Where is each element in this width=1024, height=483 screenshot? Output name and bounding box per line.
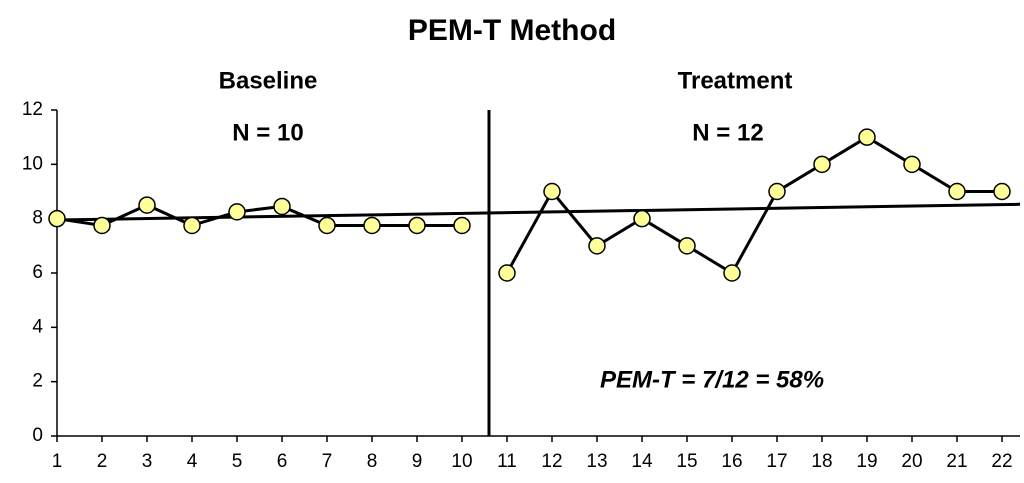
series-line xyxy=(56,203,462,228)
y-tick-label: 2 xyxy=(32,371,43,392)
y-tick-label: 10 xyxy=(22,153,43,174)
series-line xyxy=(505,135,1002,276)
x-tick-label: 1 xyxy=(52,451,63,472)
marker xyxy=(723,264,741,282)
phase-label: Treatment xyxy=(678,67,793,94)
chart-title: PEM-T Method xyxy=(408,14,616,47)
x-tick-label: 17 xyxy=(766,451,787,472)
marker xyxy=(453,216,471,235)
marker xyxy=(93,216,111,235)
x-tick-label: 8 xyxy=(367,451,378,472)
x-tick-label: 10 xyxy=(451,451,472,472)
marker xyxy=(273,197,291,216)
x-tick-label: 21 xyxy=(946,451,967,472)
marker xyxy=(993,182,1011,201)
x-tick-label: 6 xyxy=(277,451,288,472)
marker xyxy=(48,209,66,228)
marker xyxy=(363,216,381,235)
marker xyxy=(228,203,246,221)
x-tick-label: 12 xyxy=(541,451,562,472)
x-tick-label: 5 xyxy=(232,451,243,472)
marker xyxy=(138,196,156,214)
marker xyxy=(498,264,516,282)
marker xyxy=(543,182,561,201)
x-tick-label: 20 xyxy=(901,451,922,472)
x-tick-label: 22 xyxy=(991,451,1012,472)
marker xyxy=(903,155,921,174)
x-tick-label: 9 xyxy=(412,451,423,472)
y-tick-label: 6 xyxy=(32,262,43,283)
x-tick-label: 4 xyxy=(187,451,198,472)
marker xyxy=(408,216,426,235)
x-tick-label: 16 xyxy=(721,451,742,472)
x-tick-label: 7 xyxy=(322,451,333,472)
marker xyxy=(183,216,201,235)
marker xyxy=(858,128,876,146)
y-tick-label: 0 xyxy=(32,425,43,446)
annotation: PEM-T = 7/12 = 58% xyxy=(600,366,824,393)
marker xyxy=(678,237,696,255)
marker xyxy=(948,182,966,201)
y-tick-label: 8 xyxy=(32,208,43,229)
marker xyxy=(318,216,336,235)
x-tick-label: 18 xyxy=(811,451,832,472)
x-tick-label: 14 xyxy=(631,451,653,472)
x-tick-label: 3 xyxy=(142,451,153,472)
phase-count: N = 12 xyxy=(692,119,763,146)
x-tick-label: 15 xyxy=(676,451,697,472)
x-tick-label: 19 xyxy=(856,451,877,472)
marker xyxy=(768,182,786,201)
phase-label: Baseline xyxy=(219,67,318,94)
y-tick-label: 12 xyxy=(22,99,43,120)
x-tick-label: 2 xyxy=(97,451,108,472)
x-tick-label: 11 xyxy=(497,451,517,472)
x-tick-label: 13 xyxy=(586,451,607,472)
y-tick-label: 4 xyxy=(32,316,43,337)
marker xyxy=(588,237,606,255)
phase-count: N = 10 xyxy=(232,119,303,146)
marker xyxy=(633,209,651,228)
marker xyxy=(813,155,831,174)
